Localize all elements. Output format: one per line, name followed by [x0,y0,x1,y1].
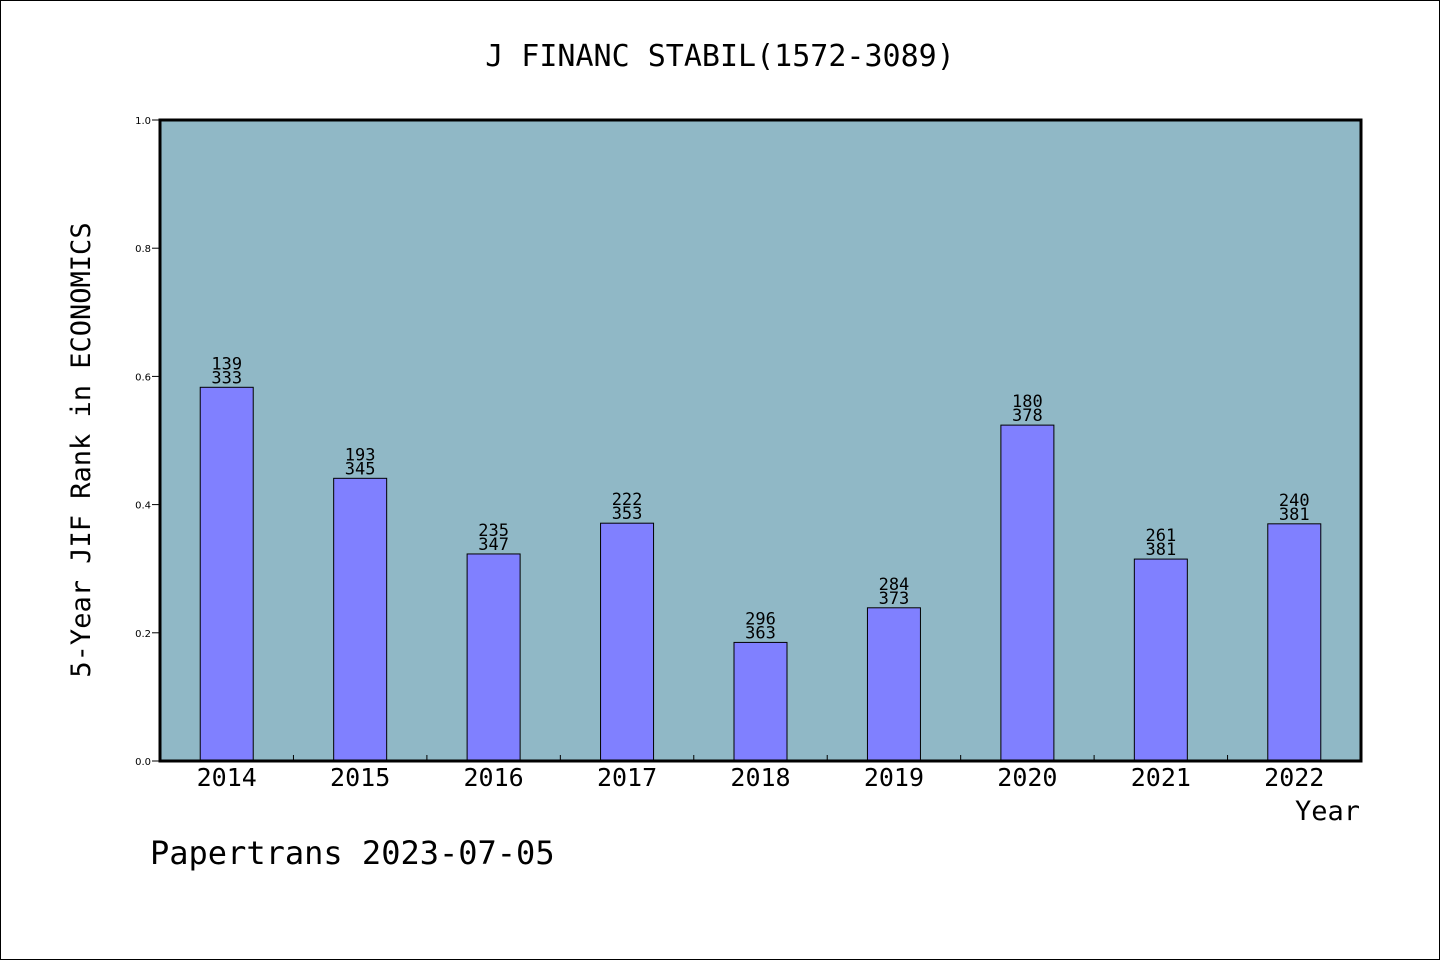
x-tick-label-2022: 2022 [1264,763,1324,792]
bar-label-top-2020: 180 [1012,392,1043,412]
y-tick-label: 0.0 [135,757,151,768]
watermark-text: Papertrans 2023-07-05 [150,834,555,872]
y-tick-label: 0.8 [135,244,151,255]
bar-2016 [466,553,521,762]
x-tick-label-2020: 2020 [997,763,1057,792]
bar-label-top-2017: 222 [612,490,643,510]
x-tick-label-2014: 2014 [197,763,257,792]
bar-label-bottom-2019: 373 [879,589,910,609]
x-tick-label-2018: 2018 [730,763,790,792]
bar-labels-group: 1393331933452353472223532963632843731803… [211,354,1309,643]
bar-label-bottom-2022: 381 [1279,505,1310,525]
bar-label-top-2014: 139 [211,354,242,374]
plot-border [158,118,1363,763]
x-tick-label-2021: 2021 [1131,763,1191,792]
bar-2014 [199,386,254,762]
bar-label-top-2021: 261 [1145,526,1176,546]
bar-2017 [600,522,655,762]
bar-label-bottom-2016: 347 [478,535,509,555]
bar-label-bottom-2017: 353 [612,504,643,524]
bars-group [199,386,1322,762]
y-tick-label: 1.0 [135,116,151,127]
x-axis-label: Year [1295,796,1360,827]
x-tick-label-2019: 2019 [864,763,924,792]
bar-label-top-2015: 193 [345,445,376,465]
bar-label-top-2016: 235 [478,521,509,541]
bar-label-bottom-2015: 345 [345,459,376,479]
bar-label-top-2019: 284 [879,575,910,595]
y-tick-label: 0.4 [135,501,151,512]
bar-2021 [1133,558,1188,762]
bar-2022 [1267,523,1322,762]
chart-title: J FINANC STABIL(1572-3089) [485,39,955,74]
bar-label-bottom-2020: 378 [1012,406,1043,426]
bar-label-top-2018: 296 [745,609,776,629]
x-axis: 2014 2015 2016 2017 2018 2019 2020 2021 2022 [197,755,1324,792]
bar-2018 [733,641,788,762]
bar-label-bottom-2021: 381 [1145,540,1176,560]
bar-label-bottom-2014: 333 [211,368,242,388]
x-tick-label-2015: 2015 [330,763,390,792]
bar-2020 [1000,424,1055,762]
bar-2019 [866,607,921,762]
x-tick-label-2016: 2016 [464,763,524,792]
bar-label-bottom-2018: 363 [745,623,776,643]
y-tick-label: 0.2 [135,629,151,640]
y-axis: 0.0 0.2 0.4 0.6 0.8 1.0 [135,116,160,768]
bar-label-top-2022: 240 [1279,491,1310,511]
y-tick-label: 0.6 [135,372,151,383]
y-axis-label: 5-Year JIF Rank in ECONOMICS [66,222,97,677]
bar-2015 [333,477,388,762]
x-tick-label-2017: 2017 [597,763,657,792]
